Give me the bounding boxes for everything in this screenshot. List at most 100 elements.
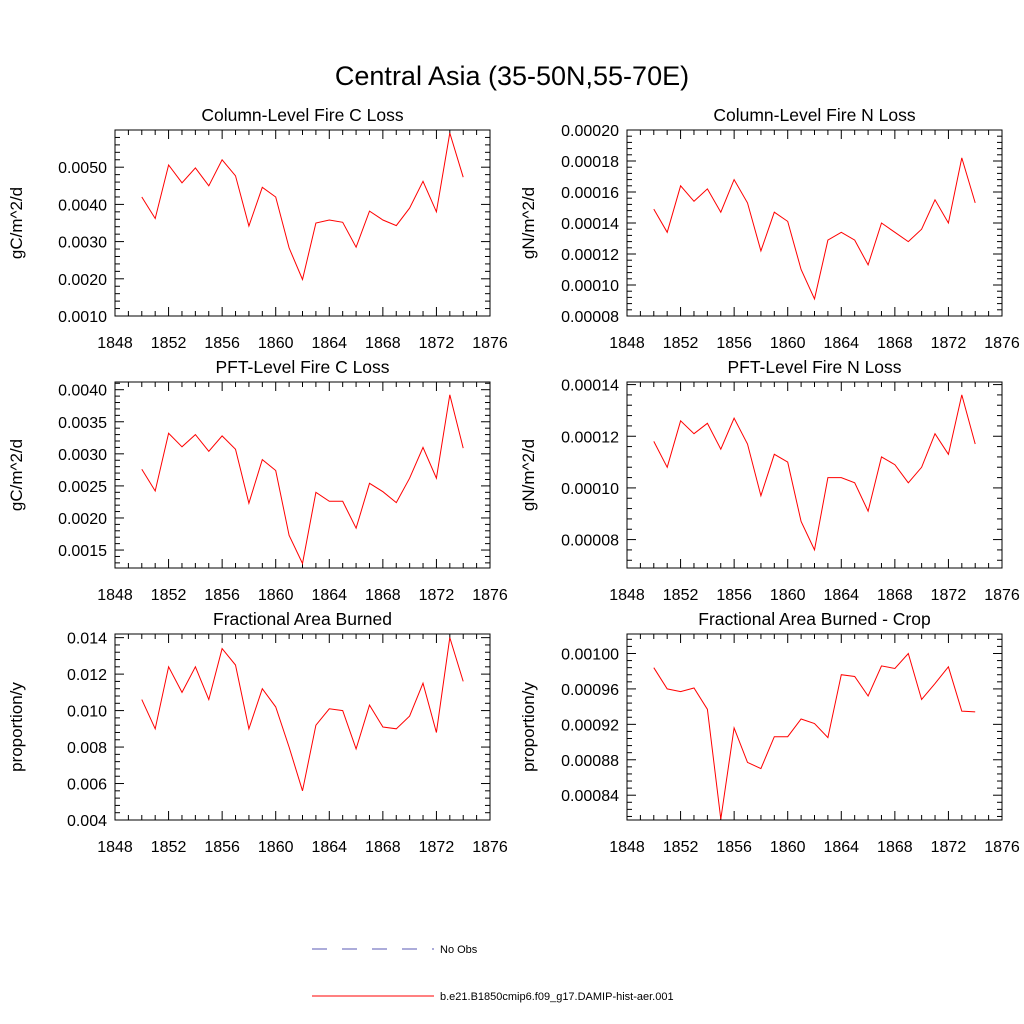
x-tick-label: 1872	[931, 587, 967, 604]
x-tick-label: 1856	[716, 587, 752, 604]
x-tick-label: 1868	[365, 839, 401, 856]
y-tick-label: 0.0010	[58, 309, 107, 326]
plot-frame	[114, 633, 491, 821]
series-line	[141, 394, 464, 566]
y-tick-label: 0.014	[67, 631, 107, 648]
y-tick-label: 0.010	[67, 704, 107, 721]
page-title: Central Asia (35-50N,55-70E)	[335, 61, 689, 91]
x-tick-label: 1856	[716, 839, 752, 856]
x-tick-label: 1856	[204, 587, 240, 604]
y-axis-label: gC/m^2/d	[7, 439, 26, 511]
y-tick-label: 0.0040	[58, 197, 107, 214]
x-tick-label: 1848	[609, 839, 645, 856]
x-tick-label: 1872	[419, 587, 455, 604]
x-tick-label: 1860	[770, 335, 806, 352]
legend: No Obs b.e21.B1850cmip6.f09_g17.DAMIP-hi…	[312, 944, 674, 1003]
panel-title: Fractional Area Burned - Crop	[698, 609, 930, 629]
series-line	[653, 157, 976, 301]
plot-frame	[114, 381, 491, 569]
y-tick-label: 0.00016	[561, 185, 619, 202]
y-tick-label: 0.00020	[561, 123, 619, 140]
x-tick-label: 1872	[931, 839, 967, 856]
y-tick-label: 0.00096	[561, 682, 619, 699]
x-tick-label: 1868	[877, 839, 913, 856]
x-tick-label: 1856	[204, 839, 240, 856]
y-tick-label: 0.00010	[561, 278, 619, 295]
y-tick-label: 0.0015	[58, 543, 107, 560]
series-line	[141, 637, 464, 791]
x-tick-label: 1852	[151, 839, 187, 856]
legend-label-no-obs: No Obs	[440, 944, 478, 956]
y-axis-label: gC/m^2/d	[7, 187, 26, 259]
y-tick-label: 0.008	[67, 740, 107, 757]
x-tick-label: 1864	[311, 587, 347, 604]
chart-panel-3: PFT-Level Fire C Loss gC/m^2/d 1848 1852 185…	[7, 357, 508, 604]
x-tick-label: 1852	[151, 587, 187, 604]
chart-panel-5: Fractional Area Burned proportion/y 1848 18…	[7, 609, 508, 856]
x-tick-label: 1856	[204, 335, 240, 352]
series-line	[653, 394, 976, 552]
x-tick-label: 1872	[931, 335, 967, 352]
x-tick-label: 1864	[823, 335, 859, 352]
chart-panel-4: PFT-Level Fire N Loss gN/m^2/d 1848 1852 185…	[519, 357, 1020, 604]
y-axis-label: proportion/y	[519, 682, 538, 772]
x-tick-label: 1864	[311, 839, 347, 856]
y-tick-label: 0.0030	[58, 235, 107, 252]
y-tick-label: 0.0030	[58, 447, 107, 464]
series-line	[653, 652, 976, 820]
x-tick-label: 1860	[770, 587, 806, 604]
x-tick-label: 1864	[823, 839, 859, 856]
x-tick-label: 1848	[609, 335, 645, 352]
y-tick-label: 0.00092	[561, 717, 619, 734]
y-tick-label: 0.0040	[58, 383, 107, 400]
x-tick-label: 1848	[97, 587, 133, 604]
y-tick-label: 0.0020	[58, 511, 107, 528]
x-tick-label: 1876	[984, 335, 1020, 352]
y-tick-label: 0.00012	[561, 429, 619, 446]
y-tick-label: 0.0020	[58, 272, 107, 289]
chart-panel-6: Fractional Area Burned - Crop proportion/…	[519, 609, 1020, 856]
plot-frame	[626, 129, 1003, 317]
x-tick-label: 1860	[770, 839, 806, 856]
plot-frame	[114, 129, 491, 317]
chart-panels: Column-Level Fire C Loss gC/m^2/d 1848 1852…	[7, 105, 1020, 856]
y-tick-label: 0.0025	[58, 479, 107, 496]
x-tick-label: 1868	[365, 335, 401, 352]
y-tick-label: 0.012	[67, 667, 107, 684]
x-tick-label: 1876	[472, 587, 508, 604]
x-tick-label: 1868	[877, 587, 913, 604]
panel-title: Fractional Area Burned	[213, 609, 392, 629]
x-tick-label: 1876	[472, 335, 508, 352]
x-tick-label: 1876	[984, 839, 1020, 856]
x-tick-label: 1860	[258, 587, 294, 604]
chart-panel-1: Column-Level Fire C Loss gC/m^2/d 1848 1852…	[7, 105, 508, 352]
panel-title: Column-Level Fire C Loss	[201, 105, 404, 125]
x-tick-label: 1848	[97, 335, 133, 352]
y-axis-label: proportion/y	[7, 682, 26, 772]
x-tick-label: 1868	[365, 587, 401, 604]
panel-title: Column-Level Fire N Loss	[713, 105, 916, 125]
plot-frame	[626, 381, 1003, 569]
x-tick-label: 1852	[663, 587, 699, 604]
y-tick-label: 0.00018	[561, 154, 619, 171]
y-tick-label: 0.00008	[561, 533, 619, 550]
x-tick-label: 1876	[472, 839, 508, 856]
panel-title: PFT-Level Fire N Loss	[727, 357, 901, 377]
x-tick-label: 1860	[258, 839, 294, 856]
y-tick-label: 0.00088	[561, 753, 619, 770]
y-tick-label: 0.006	[67, 777, 107, 794]
x-tick-label: 1852	[151, 335, 187, 352]
plot-frame	[626, 633, 1003, 821]
x-tick-label: 1872	[419, 335, 455, 352]
x-tick-label: 1848	[97, 839, 133, 856]
x-tick-label: 1852	[663, 335, 699, 352]
x-tick-label: 1848	[609, 587, 645, 604]
panel-title: PFT-Level Fire C Loss	[215, 357, 389, 377]
y-tick-label: 0.00008	[561, 309, 619, 326]
y-tick-label: 0.00084	[561, 788, 619, 805]
x-tick-label: 1860	[258, 335, 294, 352]
y-tick-label: 0.00010	[561, 481, 619, 498]
x-tick-label: 1864	[311, 335, 347, 352]
x-tick-label: 1872	[419, 839, 455, 856]
y-tick-label: 0.00100	[561, 646, 619, 663]
